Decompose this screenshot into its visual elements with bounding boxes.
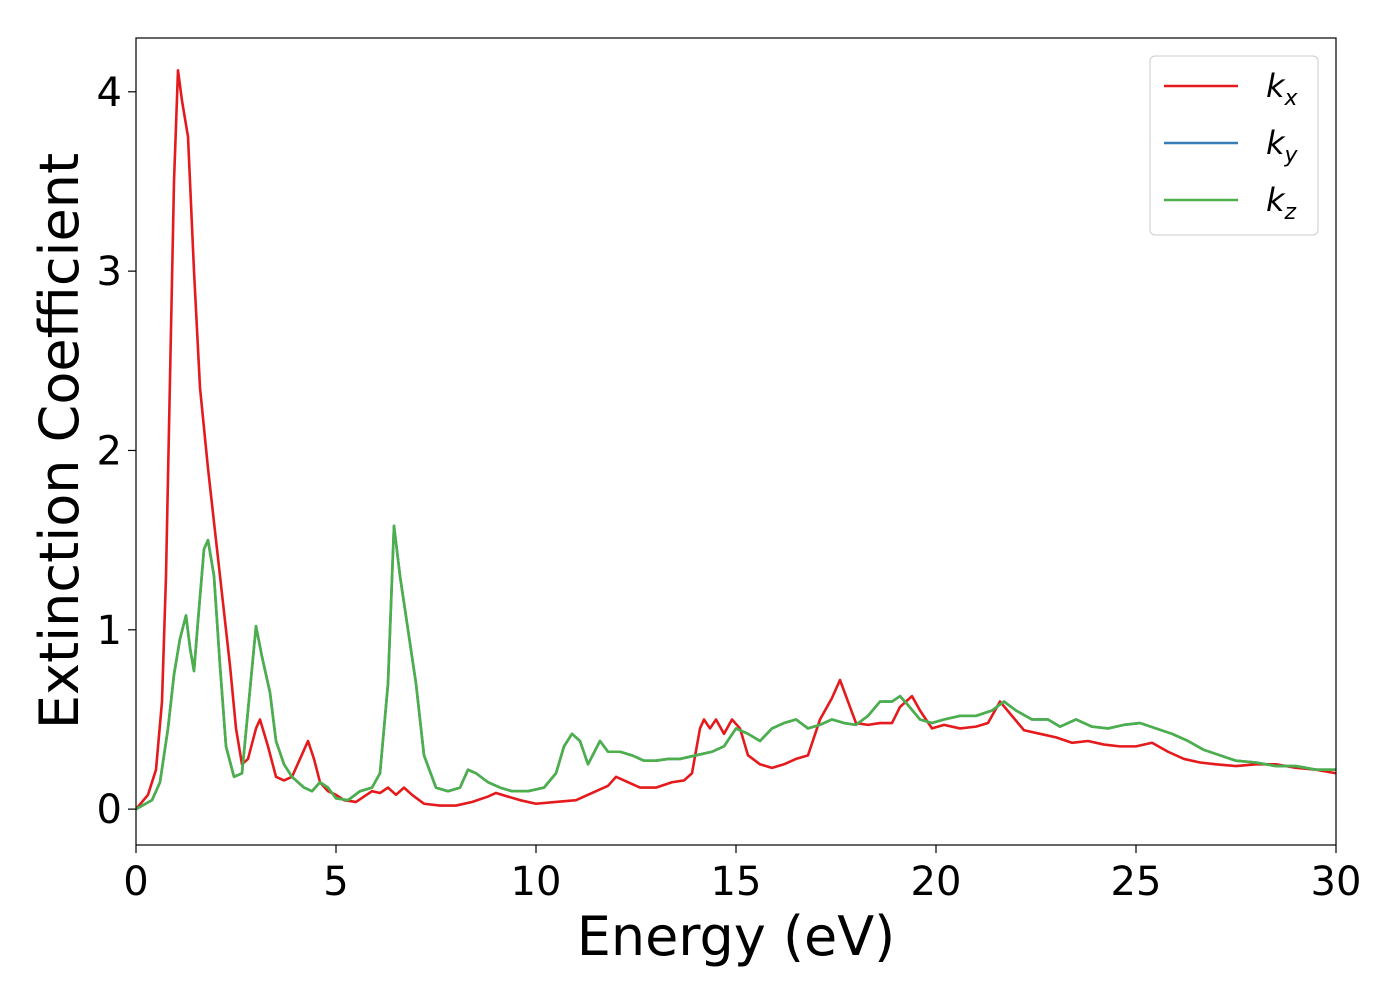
x-tick-label: 30 [1311, 859, 1362, 905]
x-axis-label: Energy (eV) [577, 905, 896, 968]
y-axis-ticks: 0 1 2 3 4 [97, 70, 136, 833]
y-axis-label: Extinction Coefficient [28, 153, 91, 729]
x-tick-label: 25 [1111, 859, 1162, 905]
legend-label-ky: ky [1266, 124, 1299, 168]
y-tick-label: 4 [97, 70, 122, 116]
series-line-kz [136, 524, 1336, 811]
legend-label-kx: kx [1266, 67, 1299, 111]
x-tick-label: 15 [711, 859, 762, 905]
legend-label-subscript: y [1284, 143, 1299, 168]
legend-label-main: k [1266, 67, 1286, 105]
x-tick-label: 20 [911, 859, 962, 905]
legend-label-main: k [1266, 181, 1286, 219]
series-line-kx [136, 68, 1336, 810]
y-tick-label: 3 [97, 249, 122, 295]
legend-label-kz: kz [1266, 181, 1297, 225]
legend-box [1149, 55, 1319, 236]
series-layer [136, 68, 1336, 811]
legend-label-main: k [1266, 124, 1286, 162]
x-axis-ticks: 0 5 10 15 20 25 30 [123, 845, 1361, 905]
legend-label-subscript: z [1284, 200, 1297, 225]
y-tick-label: 0 [97, 787, 122, 833]
x-tick-label: 0 [123, 859, 148, 905]
legend-label-subscript: x [1284, 86, 1299, 111]
y-tick-label: 1 [97, 608, 122, 654]
x-tick-label: 10 [511, 859, 562, 905]
x-tick-label: 5 [323, 859, 348, 905]
y-tick-label: 2 [97, 428, 122, 474]
plot-background [136, 38, 1336, 845]
